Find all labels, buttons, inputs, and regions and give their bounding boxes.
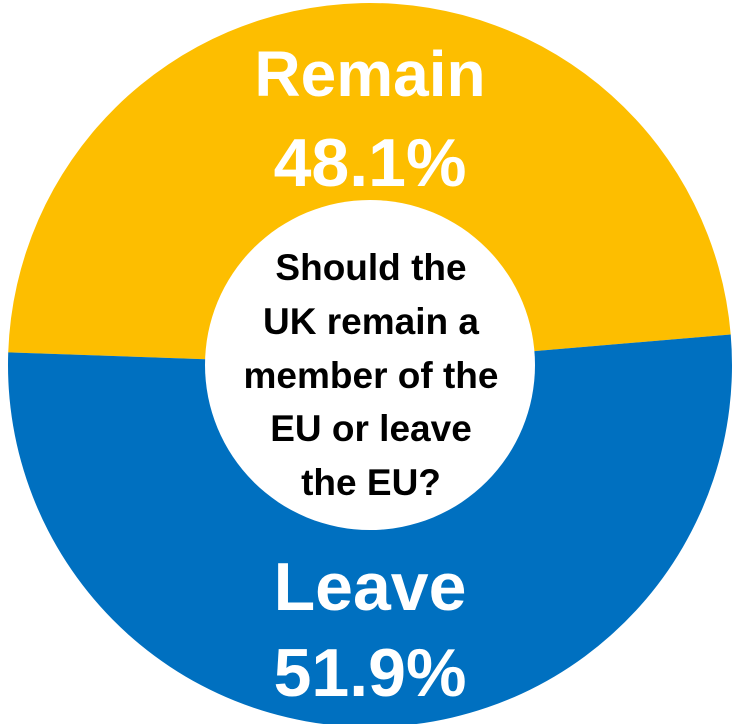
remain-label: Remain <box>254 38 485 110</box>
leave-label: Leave <box>274 549 467 625</box>
donut-center-hole <box>205 200 535 530</box>
center-question-line-1: Should the <box>275 247 466 288</box>
center-question-line-3: member of the <box>244 355 499 396</box>
center-question-line-5: the EU? <box>301 462 441 503</box>
center-question-line-2: UK remain a <box>263 301 479 342</box>
remain-value-label: 48.1% <box>274 125 467 201</box>
center-question-line-4: EU or leave <box>270 408 472 449</box>
leave-value-label: 51.9% <box>274 635 467 711</box>
center-question: Should the UK remain a member of the EU … <box>244 247 499 503</box>
pie-slice-remain <box>8 3 731 366</box>
